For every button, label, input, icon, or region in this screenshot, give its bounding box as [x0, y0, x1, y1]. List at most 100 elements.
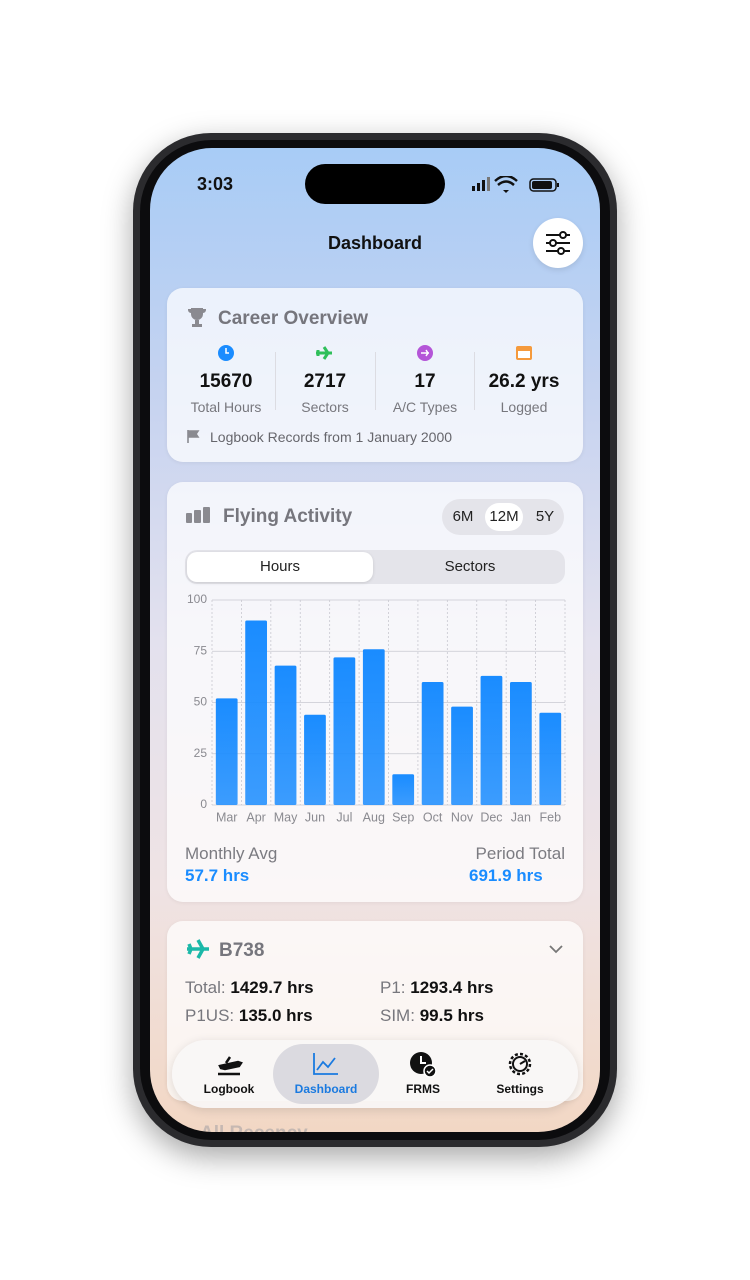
- metric-option[interactable]: Sectors: [444, 558, 496, 575]
- stat-label: Total Hours: [190, 399, 262, 415]
- y-tick-label: 50: [194, 695, 208, 709]
- aircraft-row: SIM: 99.5 hrs: [380, 1006, 484, 1026]
- career-card: Career Overview 15670 Total Hours 2717 Sec…: [167, 288, 583, 462]
- stat: 17 A/C Types: [375, 371, 475, 415]
- bar: [539, 712, 562, 805]
- tab-label: Settings: [496, 1082, 544, 1096]
- flag-icon: [187, 430, 200, 443]
- bar: [480, 675, 503, 805]
- aircraft-row: P1: 1293.4 hrs: [380, 978, 493, 998]
- row-value: 1429.7 hrs: [230, 978, 314, 997]
- bar: [392, 774, 415, 805]
- row-value: 99.5 hrs: [419, 1006, 484, 1025]
- x-tick-label: Dec: [480, 810, 502, 824]
- tab-item[interactable]: Logbook: [176, 1044, 282, 1104]
- y-tick-label: 25: [194, 746, 208, 760]
- row-label: Total:: [185, 978, 226, 997]
- tab-item[interactable]: FRMS: [370, 1044, 476, 1104]
- bar: [362, 649, 385, 805]
- metric-picker: Hours Sectors: [185, 550, 565, 584]
- summary-value: 691.9 hrs: [469, 866, 543, 885]
- activity-title: Flying Activity: [223, 506, 353, 527]
- activity-card: Flying Activity 6M 12M 5Y Hours Sectors 0 25…: [167, 482, 583, 902]
- bar: [304, 714, 326, 805]
- bar: [245, 620, 268, 805]
- status-time: 3:03: [197, 174, 234, 194]
- row-label: SIM:: [380, 1006, 415, 1025]
- aircraft-type: B738: [219, 940, 265, 961]
- summary-label: Period Total: [475, 844, 565, 863]
- stat-label: A/C Types: [392, 399, 458, 415]
- tab-icon: [410, 1052, 437, 1078]
- range-picker: 6M 12M 5Y: [442, 499, 564, 535]
- bar-chart: 0 25 50 75 100 Mar Apr May Jun Jul Aug Sep Oct Nov Dec…: [187, 592, 566, 824]
- stat: 15670 Total Hours: [176, 371, 276, 415]
- dynamic-island: [305, 164, 445, 204]
- filter-button[interactable]: [533, 218, 583, 268]
- x-tick-label: Aug: [363, 810, 385, 824]
- tab-item[interactable]: Dashboard: [273, 1044, 379, 1104]
- trophy-icon: [188, 308, 206, 327]
- stat-value: 17: [414, 371, 436, 392]
- bar: [274, 665, 297, 805]
- row-value: 135.0 hrs: [238, 1006, 313, 1025]
- filter-icon: [546, 231, 570, 255]
- aircraft-row: Total: 1429.7 hrs: [185, 978, 314, 998]
- x-tick-label: Feb: [540, 810, 562, 824]
- row-value: 1293.4 hrs: [410, 978, 494, 997]
- divider: [375, 352, 376, 410]
- x-tick-label: Oct: [423, 810, 443, 824]
- stat-value: 2717: [303, 371, 347, 392]
- stat-value: 26.2 yrs: [488, 371, 560, 392]
- tab-label: Dashboard: [294, 1082, 358, 1096]
- header-title: Dashboard: [327, 233, 423, 253]
- status-icons: [472, 176, 559, 193]
- stat-label: Logged: [500, 399, 548, 415]
- y-tick-label: 75: [194, 643, 208, 657]
- next-section-title: All Recency: [200, 1123, 308, 1132]
- bars-icon: [186, 507, 210, 523]
- tab-icon: [313, 1053, 338, 1075]
- bar: [333, 657, 356, 805]
- y-tick-label: 100: [187, 592, 207, 606]
- tab-label: FRMS: [406, 1082, 440, 1096]
- chevron[interactable]: [548, 944, 564, 954]
- tab-item[interactable]: Settings: [467, 1044, 573, 1104]
- row-label: P1:: [380, 978, 406, 997]
- y-tick-label: 0: [200, 797, 207, 811]
- career-title: Career Overview: [218, 308, 368, 329]
- x-tick-label: Apr: [246, 810, 265, 824]
- summary-value: 57.7 hrs: [185, 866, 250, 885]
- range-option[interactable]: 6M: [452, 508, 474, 525]
- divider: [275, 352, 276, 410]
- stat: 26.2 yrs Logged: [474, 371, 574, 415]
- stat: 2717 Sectors: [275, 371, 375, 415]
- career-note: Logbook Records from 1 January 2000: [210, 429, 453, 445]
- x-tick-label: Jul: [336, 810, 352, 824]
- bar: [215, 698, 238, 805]
- tab-icon: [508, 1052, 532, 1076]
- bar: [421, 682, 444, 805]
- stat-label: Sectors: [301, 399, 349, 415]
- x-tick-label: Sep: [392, 810, 414, 824]
- plane-icon: [187, 939, 209, 959]
- bar: [509, 682, 532, 805]
- x-tick-label: Jun: [305, 810, 325, 824]
- x-tick-label: Jan: [511, 810, 531, 824]
- x-tick-label: Mar: [216, 810, 238, 824]
- summary-label: Monthly Avg: [185, 844, 278, 863]
- stat-value: 15670: [199, 371, 253, 392]
- metric-option[interactable]: Hours: [187, 552, 373, 582]
- screen: 3:03 Dashboard Career Overview 15670 Tota…: [150, 148, 600, 1132]
- aircraft-row: P1US: 135.0 hrs: [185, 1006, 313, 1026]
- x-tick-label: Nov: [451, 810, 474, 824]
- range-option[interactable]: 5Y: [535, 508, 555, 525]
- bar: [451, 706, 473, 805]
- row-label: P1US:: [185, 1006, 235, 1025]
- tab-bar: Logbook Dashboard FRMS Settings: [172, 1040, 578, 1108]
- tab-label: Logbook: [203, 1082, 255, 1096]
- tab-icon: [218, 1056, 243, 1076]
- divider: [474, 352, 475, 410]
- range-option[interactable]: 12M: [485, 503, 523, 531]
